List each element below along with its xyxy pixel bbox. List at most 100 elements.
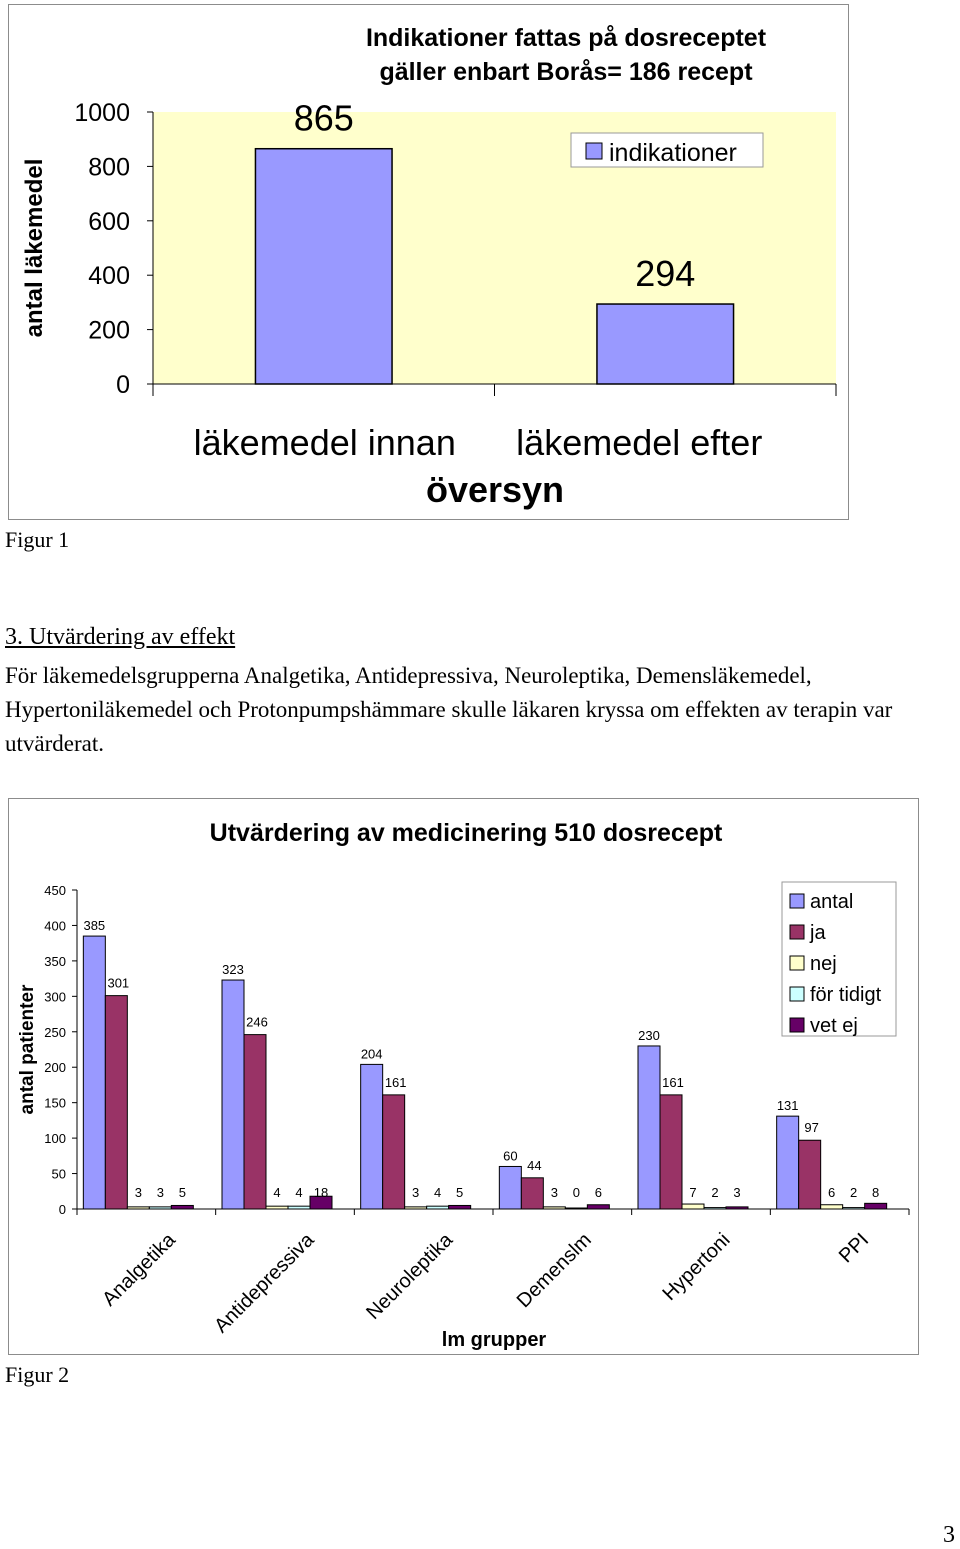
y-tick-label: 0 <box>59 1202 66 1217</box>
x-axis-title: lm grupper <box>442 1329 547 1351</box>
bar-data-label: 385 <box>83 918 105 933</box>
bar-för-tidigt-4 <box>564 1207 588 1210</box>
bar-för-tidigt-2 <box>287 1205 311 1210</box>
bar-2 <box>596 303 735 385</box>
y-axis-title: antal läkemedel <box>21 159 48 338</box>
bar-data-label: 44 <box>527 1158 541 1173</box>
bar-data-label: 0 <box>573 1185 580 1200</box>
bar-nej-1 <box>126 1206 150 1210</box>
legend-swatch <box>789 1017 805 1033</box>
bar-data-label: 3 <box>157 1185 164 1200</box>
bar-data-label: 323 <box>222 962 244 977</box>
x-category-label: läkemedel innan <box>194 422 456 463</box>
bar-antal-5 <box>637 1045 661 1210</box>
chart-title-line: Indikationer fattas på dosreceptet <box>366 24 767 52</box>
legend-label: ja <box>809 922 826 944</box>
bar-data-label: 161 <box>662 1075 684 1090</box>
page-number: 3 <box>943 1522 955 1548</box>
legend-label: vet ej <box>810 1015 858 1037</box>
bar-vet-ej-1 <box>170 1204 194 1210</box>
y-tick-label: 600 <box>88 208 130 236</box>
bar-data-label: 865 <box>294 98 354 139</box>
bar-ja-1 <box>104 995 128 1210</box>
bar-data-label: 230 <box>638 1028 660 1043</box>
bar-data-label: 2 <box>711 1185 718 1200</box>
bar-ja-2 <box>243 1034 267 1210</box>
chart-1-svg: Indikationer fattas på dosreceptet gäller… <box>21 24 837 510</box>
legend-label: för tidigt <box>810 984 882 1006</box>
x-category-label: Antidepressiva <box>210 1228 319 1337</box>
bar-för-tidigt-1 <box>148 1206 172 1210</box>
legend-swatch <box>789 893 805 909</box>
legend-box <box>570 132 764 168</box>
legend-label: nej <box>810 953 837 975</box>
bar-antal-1 <box>82 935 106 1210</box>
x-category-label: Hypertoni <box>658 1229 734 1305</box>
bar-vet-ej-2 <box>309 1195 333 1210</box>
chart-1: Indikationer fattas på dosreceptet gäller… <box>8 4 849 520</box>
x-category-label: PPI <box>835 1229 873 1267</box>
bar-data-label: 3 <box>551 1185 558 1200</box>
bar-nej-4 <box>542 1206 566 1210</box>
y-tick-label: 250 <box>44 1025 66 1040</box>
x-category-label: läkemedel efter <box>516 422 762 463</box>
section-body: För läkemedelsgrupperna Analgetika, Anti… <box>5 663 893 756</box>
bar-data-label: 4 <box>434 1185 441 1200</box>
y-tick-label: 1000 <box>74 99 130 127</box>
bar-för-tidigt-5 <box>703 1207 727 1210</box>
bar-data-label: 3 <box>733 1185 740 1200</box>
bar-vet-ej-5 <box>725 1206 749 1210</box>
chart-title-line: gäller enbart Borås= 186 recept <box>379 58 753 86</box>
bar-antal-2 <box>221 979 245 1210</box>
y-tick-label: 350 <box>44 954 66 969</box>
section-heading: 3. Utvärdering av effekt <box>5 624 236 650</box>
legend-label: indikationer <box>609 139 737 167</box>
chart-2: Utvärdering av medicinering 510 dosrecep… <box>8 798 919 1355</box>
y-tick-label: 400 <box>88 262 130 290</box>
bar-data-label: 294 <box>635 253 695 294</box>
bar-data-label: 60 <box>503 1148 517 1163</box>
bar-data-label: 301 <box>107 976 129 991</box>
bar-nej-6 <box>820 1204 844 1210</box>
x-category-label: Neuroleptika <box>362 1228 458 1324</box>
y-tick-label: 800 <box>88 153 130 181</box>
y-tick-label: 300 <box>44 989 66 1004</box>
bar-data-label: 4 <box>273 1185 280 1200</box>
bar-antal-6 <box>776 1115 800 1210</box>
legend-label: antal <box>810 891 853 913</box>
bar-antal-3 <box>360 1063 384 1210</box>
y-tick-label: 50 <box>52 1167 66 1182</box>
bar-data-label: 3 <box>412 1185 419 1200</box>
bar-data-label: 6 <box>828 1185 835 1200</box>
y-tick-label: 200 <box>88 317 130 345</box>
bar-data-label: 5 <box>179 1185 186 1200</box>
y-tick-label: 200 <box>44 1060 66 1075</box>
x-axis-title: översyn <box>426 469 564 510</box>
bar-ja-5 <box>659 1094 683 1210</box>
figure-1-caption: Figur 1 <box>5 527 70 552</box>
bar-nej-3 <box>404 1206 428 1210</box>
x-category-label: Analgetika <box>98 1228 180 1310</box>
y-tick-label: 150 <box>44 1096 66 1111</box>
y-tick-label: 450 <box>44 883 66 898</box>
bar-vet-ej-6 <box>864 1202 888 1210</box>
bar-data-label: 8 <box>872 1185 879 1200</box>
legend-swatch <box>789 986 805 1002</box>
bar-vet-ej-3 <box>448 1204 472 1210</box>
x-category-label: Demenslm <box>513 1229 596 1312</box>
legend-swatch <box>789 955 805 971</box>
bar-data-label: 131 <box>777 1098 799 1113</box>
bar-antal-4 <box>498 1165 522 1210</box>
bar-data-label: 6 <box>595 1185 602 1200</box>
bar-vet-ej-4 <box>586 1204 610 1210</box>
y-axis-title: antal patienter <box>17 984 38 1114</box>
bar-data-label: 246 <box>246 1015 268 1030</box>
bar-ja-3 <box>382 1094 406 1210</box>
bar-data-label: 5 <box>456 1185 463 1200</box>
bar-för-tidigt-6 <box>842 1207 866 1210</box>
bar-ja-4 <box>520 1177 544 1210</box>
bar-för-tidigt-3 <box>426 1205 450 1210</box>
chart-2-svg: Utvärdering av medicinering 510 dosrecep… <box>17 819 910 1351</box>
figure-2-caption: Figur 2 <box>5 1362 70 1387</box>
bar-data-label: 18 <box>314 1185 328 1200</box>
